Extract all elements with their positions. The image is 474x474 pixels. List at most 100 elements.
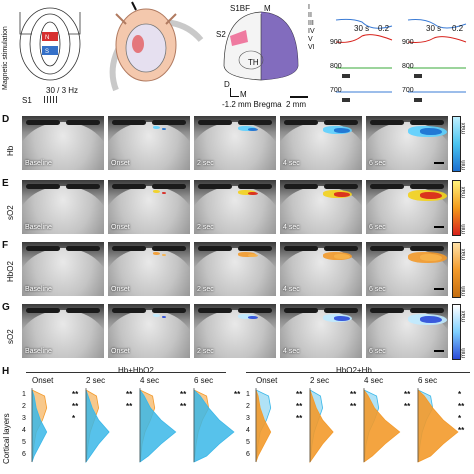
significance-marker: ** bbox=[180, 402, 187, 411]
colorbar-max-label: max bbox=[461, 186, 467, 198]
frame-caption: 2 sec bbox=[197, 286, 214, 293]
activation-blob bbox=[162, 254, 166, 256]
layer-profile-plot bbox=[309, 388, 334, 464]
compass-arrows bbox=[230, 88, 239, 97]
brain-frame: 2 sec bbox=[194, 242, 276, 296]
layer-label: I bbox=[308, 4, 310, 11]
cortex-edge bbox=[410, 246, 444, 251]
atlas-label-th: TH bbox=[248, 58, 259, 67]
svg-text:S: S bbox=[45, 49, 49, 55]
cortex-edge bbox=[26, 246, 60, 251]
cortex-edge bbox=[370, 120, 404, 125]
brain-frame: Onset bbox=[108, 304, 190, 358]
compass-dorsal: D bbox=[224, 80, 230, 89]
significance-marker: ** bbox=[404, 402, 411, 411]
cortex-edge bbox=[370, 184, 404, 189]
hb-profile bbox=[31, 389, 48, 463]
frame-caption: 2 sec bbox=[197, 224, 214, 231]
y-tick-label: 3 bbox=[22, 415, 26, 422]
brain-frame: Onset bbox=[108, 242, 190, 296]
cortex-edge bbox=[198, 246, 232, 251]
cortex-edge bbox=[66, 246, 100, 251]
brain-section bbox=[22, 310, 104, 358]
cortex-edge bbox=[26, 308, 60, 313]
trace-tick: 700 bbox=[330, 87, 342, 94]
hbo2-profile bbox=[309, 389, 334, 464]
scale-bar bbox=[434, 288, 444, 290]
cortex-edge bbox=[324, 184, 358, 189]
activation-blob bbox=[420, 316, 442, 323]
cortex-edge bbox=[198, 120, 232, 125]
brain-section bbox=[22, 122, 104, 170]
brain-section bbox=[22, 186, 104, 234]
layer-label: VI bbox=[308, 44, 315, 51]
frame-caption: 2 sec bbox=[197, 160, 214, 167]
activation-blob bbox=[334, 316, 350, 321]
activation-blob bbox=[248, 192, 258, 195]
trace-tick: 800 bbox=[330, 63, 342, 70]
y-tick-label: 2 bbox=[246, 403, 250, 410]
cortex-edge bbox=[284, 120, 318, 125]
activation-blob bbox=[238, 314, 256, 319]
cortex-edge bbox=[370, 308, 404, 313]
cortex-edge bbox=[112, 184, 146, 189]
s1-label: S1 bbox=[22, 96, 32, 105]
stimulus-pulse-train bbox=[44, 96, 58, 103]
cortex-edge bbox=[238, 120, 272, 125]
trace-time-scale: 30 s bbox=[426, 24, 442, 33]
significance-marker: ** bbox=[404, 390, 411, 399]
y-tick-label: 5 bbox=[246, 439, 250, 446]
colorbar bbox=[452, 116, 461, 172]
frame-caption: 4 sec bbox=[283, 286, 300, 293]
activation-blob bbox=[162, 192, 166, 194]
brain-section bbox=[194, 310, 276, 358]
significance-marker: ** bbox=[350, 402, 357, 411]
brain-frame: Baseline bbox=[22, 116, 104, 170]
scale-bar bbox=[434, 350, 444, 352]
significance-marker: ** bbox=[126, 402, 133, 411]
row-label: HbO2 bbox=[6, 261, 15, 282]
trace-amp-scale: 0.2 bbox=[378, 24, 390, 33]
cortex-edge bbox=[26, 184, 60, 189]
cortex-edge bbox=[198, 308, 232, 313]
cortex-edge bbox=[112, 246, 146, 251]
cortex-edge bbox=[324, 308, 358, 313]
trace-tick: 900 bbox=[402, 39, 414, 46]
row-label: Hb bbox=[6, 145, 15, 156]
significance-marker: * bbox=[72, 414, 76, 423]
atlas-label-s1bf: S1BF bbox=[230, 4, 251, 13]
cortex-edge bbox=[112, 308, 146, 313]
brain-frame: Onset bbox=[108, 180, 190, 234]
layer-profile-plot bbox=[193, 388, 235, 463]
frame-caption: Baseline bbox=[25, 224, 52, 231]
brain-frame: 4 sec bbox=[280, 116, 362, 170]
cortex-edge bbox=[152, 120, 186, 125]
significance-marker: ** bbox=[72, 402, 79, 411]
colorbar-max-label: max bbox=[461, 122, 467, 134]
y-tick-label: 5 bbox=[22, 439, 26, 446]
frame-caption: 4 sec bbox=[283, 160, 300, 167]
cortex-edge bbox=[410, 308, 444, 313]
atlas-label-m: M bbox=[264, 4, 271, 13]
image-row: F HbO2 Baseline Onset 2 sec 4 sec 6 sec max min bbox=[0, 238, 474, 298]
brain-frame: 6 sec bbox=[366, 180, 448, 234]
layer-label-list: I II III IV V VI bbox=[308, 4, 322, 52]
activation-blob bbox=[334, 254, 350, 259]
activation-blob bbox=[153, 314, 161, 317]
layer-label: IV bbox=[308, 28, 315, 35]
significance-marker: ** bbox=[458, 426, 465, 435]
activation-blob bbox=[248, 128, 258, 131]
colorbar-max-label: max bbox=[461, 248, 467, 260]
activation-blob bbox=[420, 254, 442, 261]
time-label: Onset bbox=[32, 376, 54, 385]
frame-caption: Onset bbox=[111, 286, 130, 293]
panel-letter-h: H bbox=[2, 366, 10, 377]
trace-tick: 900 bbox=[330, 39, 342, 46]
cortex-edge bbox=[284, 246, 318, 251]
brain-section bbox=[194, 186, 276, 234]
y-tick-label: 4 bbox=[246, 427, 250, 434]
hb-profile bbox=[193, 389, 235, 463]
activation-blob bbox=[420, 128, 442, 135]
significance-marker: ** bbox=[126, 390, 133, 399]
